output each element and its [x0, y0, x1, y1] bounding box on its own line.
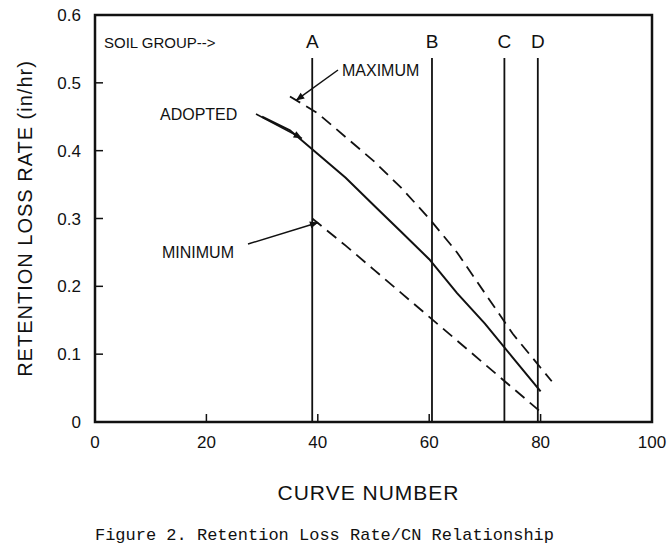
y-tick — [95, 353, 103, 355]
x-axis-label: CURVE NUMBER — [278, 481, 460, 504]
series-line — [262, 117, 540, 392]
y-tick — [95, 421, 103, 423]
soil-group-letter: B — [426, 31, 439, 52]
y-tick-label: 0.3 — [57, 210, 81, 229]
x-tick — [94, 414, 96, 422]
arrow-head — [309, 222, 318, 229]
series-line — [290, 96, 552, 381]
y-tick — [95, 82, 103, 84]
y-tick — [95, 14, 103, 16]
y-tick-label: 0.5 — [57, 74, 81, 93]
y-tick — [95, 150, 103, 152]
x-tick-label: 0 — [90, 433, 99, 452]
y-axis-label: RETENTION LOSS RATE (in/hr) — [14, 60, 36, 377]
x-tick — [317, 414, 319, 422]
x-tick — [206, 414, 208, 422]
series-label: MINIMUM — [162, 244, 234, 261]
soil-group-label: SOIL GROUP--> — [104, 34, 216, 51]
soil-group-line — [537, 58, 539, 422]
series-line — [312, 219, 540, 412]
y-tick — [95, 286, 103, 288]
x-tick — [651, 414, 653, 422]
chart: 0 20 40 60 80 100 0 0.1 0.2 0.3 0.4 0.5 0.6 CURVE NUM… — [0, 0, 669, 551]
x-tick — [540, 414, 542, 422]
x-tick-label: 80 — [531, 433, 550, 452]
y-tick-label: 0 — [72, 413, 81, 432]
x-tick-label: 40 — [308, 433, 327, 452]
x-tick — [428, 414, 430, 422]
series-group — [262, 96, 552, 411]
soil-group-line — [311, 58, 313, 422]
y-tick-label: 0.1 — [57, 345, 81, 364]
soil-group-letter: A — [306, 31, 319, 52]
y-tick-label: 0.2 — [57, 277, 81, 296]
arrow-head — [293, 131, 302, 138]
series-label: MAXIMUM — [342, 62, 419, 79]
soil-group-letter: D — [531, 31, 545, 52]
arrow-head — [296, 93, 305, 101]
label-arrow — [256, 114, 302, 138]
y-tick — [95, 218, 103, 220]
y-tick-label: 0.6 — [57, 6, 81, 25]
plot-frame — [95, 15, 652, 422]
soil-group-letter: C — [498, 31, 512, 52]
soil-group-line — [503, 58, 505, 422]
x-tick-label: 60 — [420, 433, 439, 452]
x-tick-label: 100 — [638, 433, 666, 452]
series-label: ADOPTED — [160, 106, 237, 123]
x-tick-label: 20 — [197, 433, 216, 452]
soil-group-line — [431, 58, 433, 422]
label-arrow — [248, 223, 318, 245]
label-arrow — [296, 70, 338, 100]
caption: Figure 2. Retention Loss Rate/CN Relatio… — [95, 526, 554, 545]
y-tick-label: 0.4 — [57, 142, 81, 161]
